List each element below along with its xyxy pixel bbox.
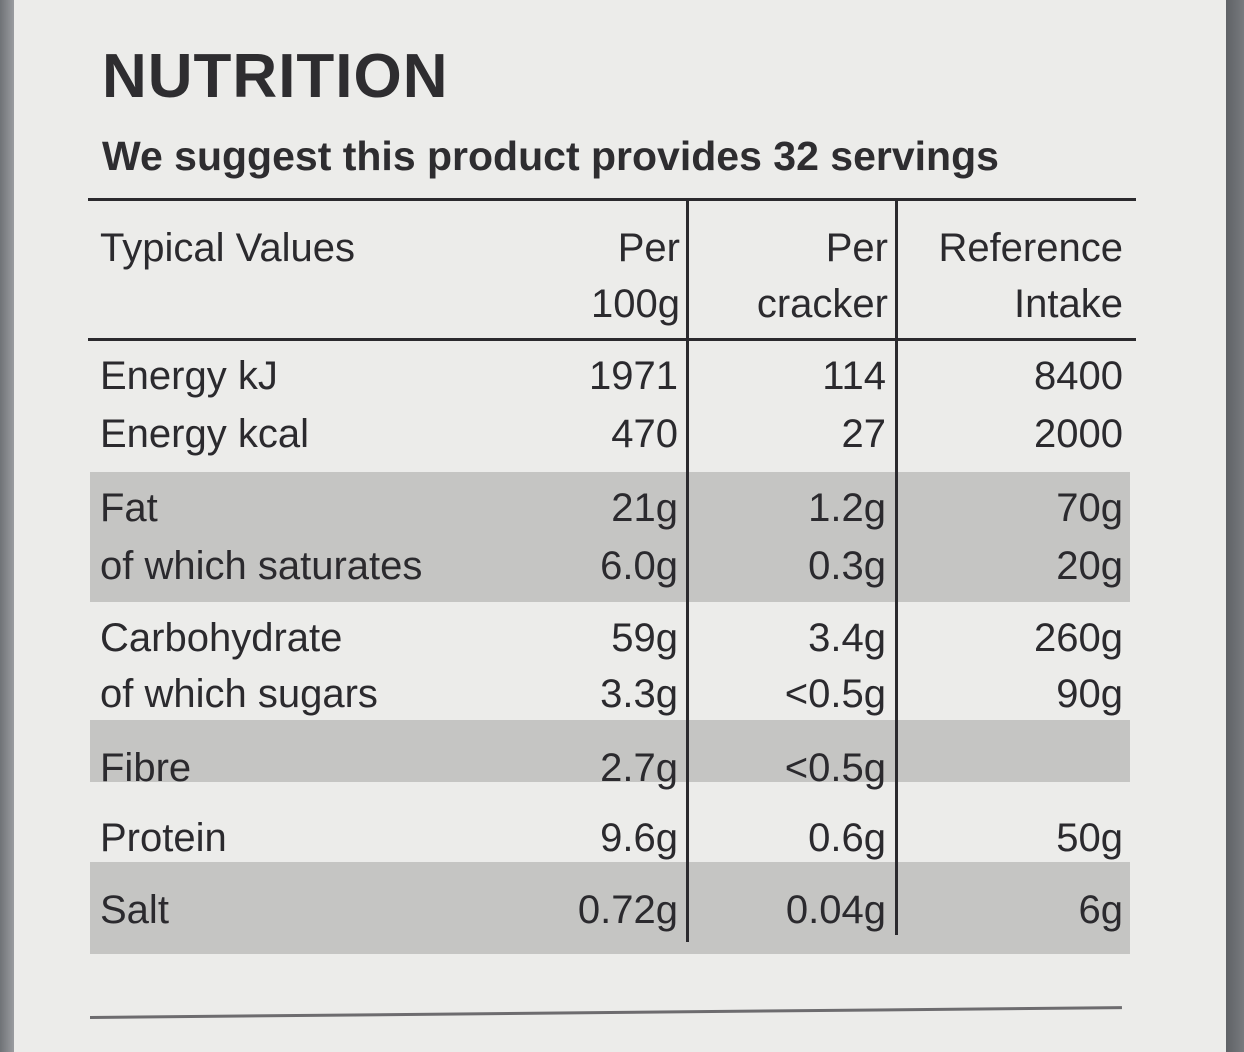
value-per-100g: 21g bbox=[611, 486, 678, 530]
header-ri-line1: Reference bbox=[938, 226, 1123, 270]
row-label: of which saturates bbox=[100, 544, 423, 588]
row-label: Energy kJ bbox=[100, 354, 278, 398]
row-label: Fibre bbox=[100, 746, 192, 790]
value-reference-intake: 20g bbox=[1056, 544, 1123, 588]
value-per-cracker: <0.5g bbox=[784, 746, 886, 790]
column-divider-1 bbox=[686, 200, 689, 942]
table-row: Protein 9.6g 0.6g 50g bbox=[0, 810, 1244, 866]
value-reference-intake: 8400 bbox=[1034, 354, 1123, 398]
row-label: of which sugars bbox=[100, 672, 378, 716]
value-per-100g: 470 bbox=[611, 412, 678, 456]
header-rule bbox=[88, 338, 1136, 341]
value-per-100g: 59g bbox=[611, 616, 678, 660]
value-per-cracker: 3.4g bbox=[808, 616, 886, 660]
value-per-100g: 0.72g bbox=[577, 888, 678, 932]
value-per-cracker: 0.3g bbox=[808, 544, 886, 588]
package-edge-left bbox=[0, 0, 14, 1052]
value-per-cracker: 0.04g bbox=[785, 888, 886, 932]
value-reference-intake: 6g bbox=[1078, 888, 1124, 932]
table-row: Energy kcal 470 27 2000 bbox=[0, 406, 1244, 462]
value-per-100g: 3.3g bbox=[600, 672, 678, 716]
value-reference-intake: 50g bbox=[1056, 816, 1123, 860]
row-label: Energy kcal bbox=[100, 412, 309, 456]
band-salt bbox=[90, 862, 1130, 954]
table-row: Energy kJ 1971 114 8400 bbox=[0, 348, 1244, 404]
table-row: of which sugars 3.3g <0.5g 90g bbox=[0, 666, 1244, 722]
value-per-100g: 2.7g bbox=[600, 746, 678, 790]
table-row: Fibre 2.7g <0.5g bbox=[0, 740, 1244, 796]
row-label: Salt bbox=[100, 888, 169, 932]
value-reference-intake: 2000 bbox=[1034, 412, 1123, 456]
header-ri-line2: Intake bbox=[1014, 282, 1123, 326]
value-per-cracker: <0.5g bbox=[784, 672, 886, 716]
header-per-100g: Per 100g bbox=[540, 220, 680, 332]
table-row: Salt 0.72g 0.04g 6g bbox=[0, 882, 1244, 938]
header-per-cracker-line1: Per bbox=[825, 226, 888, 270]
nutrition-title: NUTRITION bbox=[102, 42, 449, 111]
value-per-cracker: 114 bbox=[822, 354, 886, 398]
value-reference-intake: 70g bbox=[1056, 486, 1123, 530]
value-per-cracker: 0.6g bbox=[808, 816, 886, 860]
package-edge-right bbox=[1224, 0, 1244, 1052]
servings-note: We suggest this product provides 32 serv… bbox=[102, 133, 999, 179]
value-reference-intake: 260g bbox=[1034, 616, 1123, 660]
value-per-cracker: 27 bbox=[841, 412, 887, 456]
table-top-rule bbox=[88, 198, 1136, 201]
band-fibre bbox=[90, 720, 1130, 782]
header-per-100g-line2: 100g bbox=[591, 282, 680, 326]
header-per-cracker: Per cracker bbox=[700, 220, 888, 332]
row-label: Carbohydrate bbox=[100, 616, 343, 660]
header-typical-values: Typical Values bbox=[100, 226, 355, 270]
value-per-100g: 1971 bbox=[589, 354, 678, 398]
value-per-100g: 9.6g bbox=[600, 816, 678, 860]
column-divider-2 bbox=[895, 200, 898, 935]
band-fat bbox=[90, 472, 1130, 602]
value-per-100g: 6.0g bbox=[600, 544, 678, 588]
table-row: Carbohydrate 59g 3.4g 260g bbox=[0, 610, 1244, 666]
row-label: Fat bbox=[100, 486, 158, 530]
table-row: of which saturates 6.0g 0.3g 20g bbox=[0, 538, 1244, 594]
header-per-100g-line1: Per bbox=[617, 226, 680, 270]
value-per-cracker: 1.2g bbox=[808, 486, 886, 530]
row-label: Protein bbox=[100, 816, 227, 860]
header-reference-intake: Reference Intake bbox=[905, 220, 1123, 332]
table-row: Fat 21g 1.2g 70g bbox=[0, 480, 1244, 536]
value-reference-intake: 90g bbox=[1056, 672, 1123, 716]
header-per-cracker-line2: cracker bbox=[756, 282, 888, 326]
